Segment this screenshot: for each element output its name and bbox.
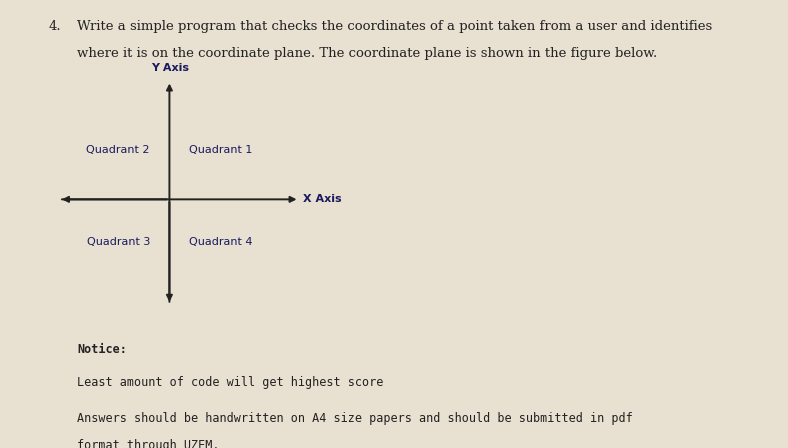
Text: Quadrant 2: Quadrant 2	[87, 145, 150, 155]
Text: Quadrant 3: Quadrant 3	[87, 237, 150, 247]
Text: Quadrant 1: Quadrant 1	[189, 145, 252, 155]
Text: 4.: 4.	[49, 20, 61, 33]
Text: Least amount of code will get highest score: Least amount of code will get highest sc…	[77, 376, 384, 389]
Text: Write a simple program that checks the coordinates of a point taken from a user : Write a simple program that checks the c…	[77, 20, 712, 33]
Text: format through UZEM.: format through UZEM.	[77, 439, 220, 448]
Text: X Axis: X Axis	[303, 194, 342, 204]
Text: Notice:: Notice:	[77, 343, 127, 356]
Text: Y Axis: Y Axis	[151, 63, 189, 73]
Text: where it is on the coordinate plane. The coordinate plane is shown in the figure: where it is on the coordinate plane. The…	[77, 47, 657, 60]
Text: Quadrant 4: Quadrant 4	[189, 237, 252, 247]
Text: Answers should be handwritten on A4 size papers and should be submitted in pdf: Answers should be handwritten on A4 size…	[77, 412, 633, 425]
